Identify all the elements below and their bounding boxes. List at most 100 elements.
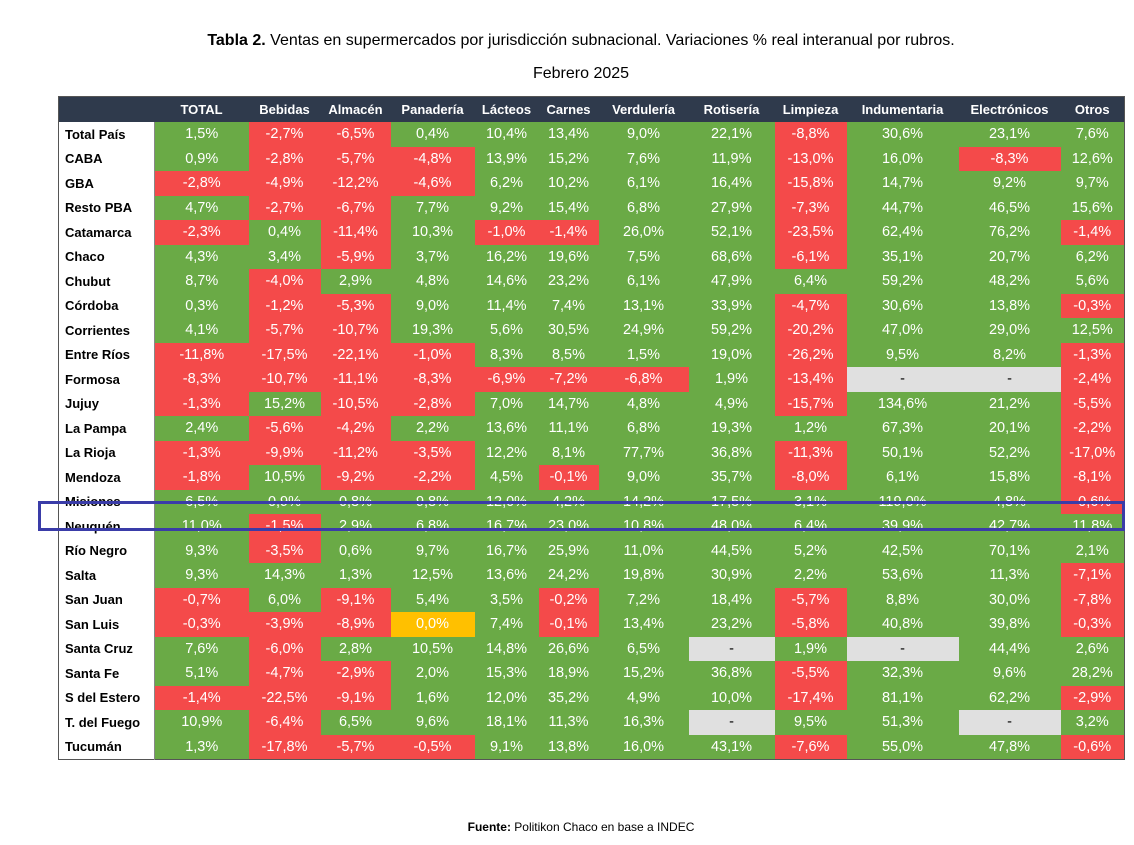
value-cell: 26,6% [538, 636, 599, 661]
value-cell: 23,2% [538, 269, 599, 294]
value-cell: 50,1% [846, 440, 959, 465]
table-row: Entre Ríos -11,8% -17,5% -22,1% -1,0% 8,3% 8,5… [58, 342, 1125, 367]
value-cell: 19,6% [538, 244, 599, 269]
value-cell: -1,2% [248, 293, 321, 318]
value-cell: 18,1% [474, 710, 539, 735]
value-cell: -10,5% [320, 391, 391, 416]
value-cell: -5,5% [774, 661, 847, 686]
value-cell: 2,0% [390, 661, 475, 686]
table-row: Resto PBA 4,7% -2,7% -6,7% 7,7% 9,2% 15,4% 6,8%… [58, 195, 1125, 220]
row-jurisdiction-name: Catamarca [58, 220, 155, 245]
header-cell: TOTAL [154, 96, 249, 122]
value-cell: -3,9% [248, 612, 321, 637]
value-cell: -7,1% [1060, 563, 1125, 588]
value-cell: 11,3% [538, 710, 599, 735]
value-cell: -2,8% [154, 171, 249, 196]
table-row: Chaco 4,3% 3,4% -5,9% 3,7% 16,2% 19,6% 7,5% 68,6… [58, 244, 1125, 269]
value-cell: 9,7% [1060, 171, 1125, 196]
row-jurisdiction-name: Río Negro [58, 538, 155, 563]
value-cell: 0,6% [320, 538, 391, 563]
value-cell: 17,5% [688, 489, 775, 514]
value-cell: -4,0% [248, 269, 321, 294]
value-cell: -17,8% [248, 734, 321, 760]
value-cell: -23,5% [774, 220, 847, 245]
value-cell: 7,6% [1060, 122, 1125, 147]
value-cell: 16,7% [474, 538, 539, 563]
value-cell: 18,4% [688, 587, 775, 612]
value-cell: 44,7% [846, 195, 959, 220]
value-cell: -5,7% [248, 318, 321, 343]
source-text: Politikon Chaco en base a INDEC [510, 820, 695, 834]
value-cell: 44,5% [688, 538, 775, 563]
value-cell: 19,8% [598, 563, 689, 588]
value-cell: 16,3% [598, 710, 689, 735]
value-cell: 6,5% [598, 636, 689, 661]
value-cell: 19,3% [390, 318, 475, 343]
value-cell: -6,7% [320, 195, 391, 220]
value-cell: 9,5% [846, 342, 959, 367]
value-cell: -22,5% [248, 685, 321, 710]
table-row: Chubut 8,7% -4,0% 2,9% 4,8% 14,6% 23,2% 6,1% 47,… [58, 269, 1125, 294]
table-row: Total País 1,5% -2,7% -6,5% 0,4% 10,4% 13,4% 9,… [58, 122, 1125, 147]
row-jurisdiction-name: Chaco [58, 244, 155, 269]
row-jurisdiction-name: La Pampa [58, 416, 155, 441]
table-row: Santa Cruz 7,6% -6,0% 2,8% 10,5% 14,8% 26,6% 6,… [58, 636, 1125, 661]
value-cell: -2,2% [1060, 416, 1125, 441]
value-cell: 68,6% [688, 244, 775, 269]
value-cell: 4,8% [390, 269, 475, 294]
value-cell: 30,9% [688, 563, 775, 588]
value-cell: 3,7% [390, 244, 475, 269]
value-cell: 19,3% [688, 416, 775, 441]
value-cell: 4,9% [598, 685, 689, 710]
row-jurisdiction-name: Santa Fe [58, 661, 155, 686]
value-cell: 4,5% [474, 465, 539, 490]
value-cell: 7,6% [598, 146, 689, 171]
value-cell: -5,9% [320, 244, 391, 269]
value-cell: 14,2% [598, 489, 689, 514]
value-cell: 13,1% [598, 293, 689, 318]
value-cell: 22,1% [688, 122, 775, 147]
value-cell: 30,0% [958, 587, 1061, 612]
header-cell: Otros [1060, 96, 1125, 122]
table-subtitle: Febrero 2025 [532, 65, 630, 82]
table-title-text: Ventas en supermercados por jurisdicción… [265, 32, 955, 49]
value-cell: 13,9% [474, 146, 539, 171]
value-cell: - [958, 367, 1061, 392]
value-cell: 134,6% [846, 391, 959, 416]
value-cell: -6,0% [248, 636, 321, 661]
value-cell: 13,4% [598, 612, 689, 637]
value-cell: 13,8% [958, 293, 1061, 318]
value-cell: 16,7% [474, 514, 539, 539]
value-cell: -6,5% [320, 122, 391, 147]
value-cell: -5,7% [320, 146, 391, 171]
value-cell: 15,6% [1060, 195, 1125, 220]
value-cell: 16,0% [846, 146, 959, 171]
value-cell: -5,8% [774, 612, 847, 637]
value-cell: 24,2% [538, 563, 599, 588]
value-cell: -0,6% [1060, 734, 1125, 760]
value-cell: -26,2% [774, 342, 847, 367]
value-cell: 12,2% [474, 440, 539, 465]
value-cell: -15,8% [774, 171, 847, 196]
value-cell: 6,1% [846, 465, 959, 490]
value-cell: 7,0% [474, 391, 539, 416]
value-cell: -6,1% [774, 244, 847, 269]
value-cell: 48,2% [958, 269, 1061, 294]
value-cell: 1,9% [774, 636, 847, 661]
value-cell: 8,7% [154, 269, 249, 294]
value-cell: 23,1% [958, 122, 1061, 147]
value-cell: -5,7% [320, 734, 391, 760]
table-row: Formosa -8,3% -10,7% -11,1% -8,3% -6,9% -7,2% -… [58, 367, 1125, 392]
table-row: Mendoza -1,8% 10,5% -9,2% -2,2% 4,5% -0,1% 9,0%… [58, 465, 1125, 490]
table-row: Córdoba 0,3% -1,2% -5,3% 9,0% 11,4% 7,4% 13,1% 3… [58, 293, 1125, 318]
value-cell: 9,6% [390, 710, 475, 735]
row-jurisdiction-name: Chubut [58, 269, 155, 294]
value-cell: -3,5% [390, 440, 475, 465]
table-row: La Pampa 2,4% -5,6% -4,2% 2,2% 13,6% 11,1% 6,8%… [58, 416, 1125, 441]
value-cell: 10,4% [474, 122, 539, 147]
value-cell: 11,4% [474, 293, 539, 318]
table-row: S del Estero -1,4% -22,5% -9,1% 1,6% 12,0% 35,… [58, 685, 1125, 710]
value-cell: 15,2% [598, 661, 689, 686]
value-cell: 26,0% [598, 220, 689, 245]
table-row: Tucumán 1,3% -17,8% -5,7% -0,5% 9,1% 13,8% 16,0… [58, 734, 1125, 760]
